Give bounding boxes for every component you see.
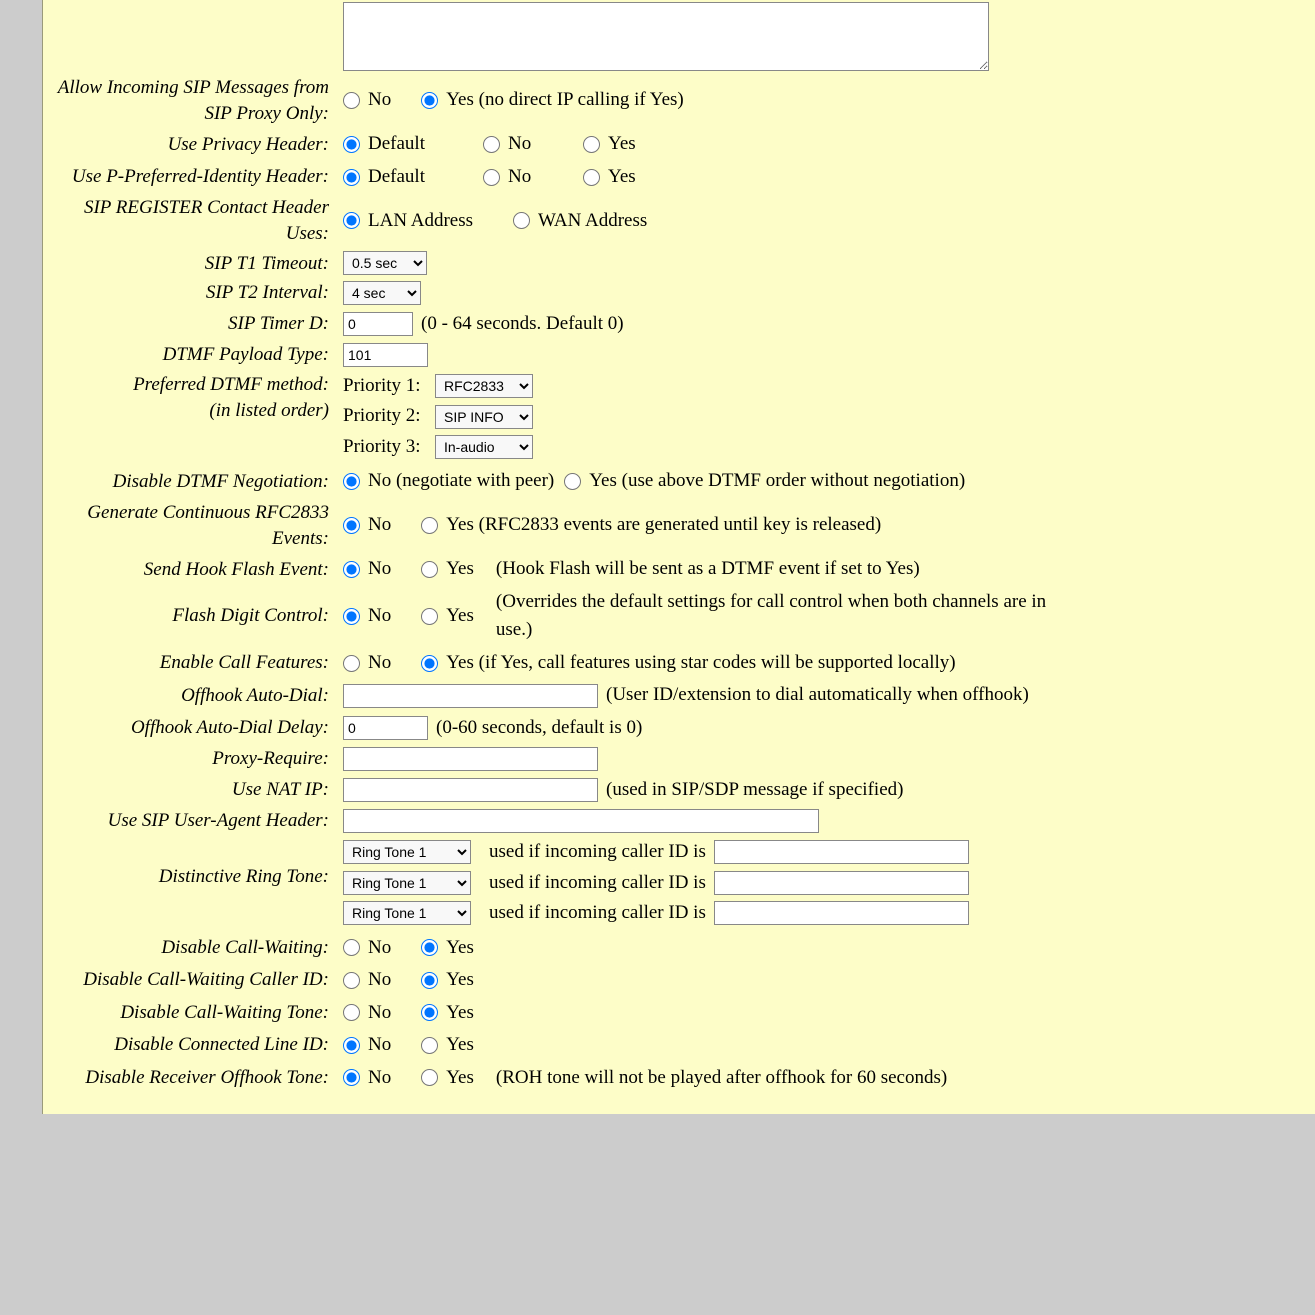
cwcid-no[interactable] xyxy=(343,972,360,989)
label-disable-conn-line: Disable Connected Line ID: xyxy=(53,1032,343,1058)
label-disable-dtmf-neg: Disable DTMF Negotiation: xyxy=(53,469,343,495)
ring-cid-1-input[interactable] xyxy=(714,840,969,864)
ring-hint-1: used if incoming caller ID is xyxy=(489,838,706,867)
cwcid-yes[interactable] xyxy=(421,972,438,989)
label-t2-interval: SIP T2 Interval: xyxy=(53,280,343,306)
dtmf-p2-label: Priority 2: xyxy=(343,402,435,431)
hint-send-hook: (Hook Flash will be sent as a DTMF event… xyxy=(496,555,920,584)
ring-hint-2: used if incoming caller ID is xyxy=(489,869,706,898)
dtmf-p3-select[interactable]: In-audio xyxy=(435,435,533,459)
top-textarea[interactable] xyxy=(343,2,989,71)
ring-tone-1-select[interactable]: Ring Tone 1 xyxy=(343,840,471,864)
hook-no[interactable] xyxy=(343,561,360,578)
dtmf-p1-select[interactable]: RFC2833 xyxy=(435,374,533,398)
ring-cid-2-input[interactable] xyxy=(714,871,969,895)
label-send-hook: Send Hook Flash Event: xyxy=(53,557,343,583)
t2-interval-select[interactable]: 4 sec xyxy=(343,281,421,305)
hint-timer-d: (0 - 64 seconds. Default 0) xyxy=(421,310,624,339)
privacy-default[interactable] xyxy=(343,136,360,153)
dtmf-payload-input[interactable] xyxy=(343,343,428,367)
connline-yes[interactable] xyxy=(421,1037,438,1054)
ppref-default[interactable] xyxy=(343,169,360,186)
ppref-yes[interactable] xyxy=(583,169,600,186)
rfc2833-yes[interactable] xyxy=(421,517,438,534)
flash-yes[interactable] xyxy=(421,608,438,625)
roh-no[interactable] xyxy=(343,1069,360,1086)
cwtone-yes[interactable] xyxy=(421,1004,438,1021)
label-sip-user-agent: Use SIP User-Agent Header: xyxy=(53,808,343,834)
timer-d-input[interactable] xyxy=(343,312,413,336)
allow-incoming-no[interactable] xyxy=(343,92,360,109)
offhook-autodial-input[interactable] xyxy=(343,684,598,708)
dtmfneg-no[interactable] xyxy=(343,473,360,490)
label-p-preferred: Use P-Preferred-Identity Header: xyxy=(53,164,343,190)
ring-hint-3: used if incoming caller ID is xyxy=(489,899,706,928)
dtmf-p3-label: Priority 3: xyxy=(343,433,435,462)
dtmf-p1-label: Priority 1: xyxy=(343,372,435,401)
label-t1-timeout: SIP T1 Timeout: xyxy=(53,251,343,277)
ppref-no[interactable] xyxy=(483,169,500,186)
hint-flash-digit: (Overrides the default settings for call… xyxy=(496,588,1086,645)
label-distinctive-ring: Distinctive Ring Tone: xyxy=(53,838,343,890)
use-nat-ip-input[interactable] xyxy=(343,778,598,802)
label-use-nat-ip: Use NAT IP: xyxy=(53,777,343,803)
callfeat-no[interactable] xyxy=(343,655,360,672)
hint-offhook-delay: (0-60 seconds, default is 0) xyxy=(436,714,642,743)
callfeat-yes[interactable] xyxy=(421,655,438,672)
label-disable-roh: Disable Receiver Offhook Tone: xyxy=(53,1065,343,1091)
cw-yes[interactable] xyxy=(421,939,438,956)
connline-no[interactable] xyxy=(343,1037,360,1054)
flash-no[interactable] xyxy=(343,608,360,625)
sip-user-agent-input[interactable] xyxy=(343,809,819,833)
label-proxy-require: Proxy-Require: xyxy=(53,746,343,772)
regcontact-wan[interactable] xyxy=(513,212,530,229)
label-dtmf-payload: DTMF Payload Type: xyxy=(53,342,343,368)
cwtone-no[interactable] xyxy=(343,1004,360,1021)
hook-yes[interactable] xyxy=(421,561,438,578)
label-disable-cw-cid: Disable Call-Waiting Caller ID: xyxy=(53,967,343,993)
label-offhook-delay: Offhook Auto-Dial Delay: xyxy=(53,715,343,741)
hint-use-nat-ip: (used in SIP/SDP message if specified) xyxy=(606,776,903,805)
label-gen-rfc2833: Generate Continuous RFC2833 Events: xyxy=(53,500,343,551)
opt-yes-no-direct: Yes (no direct IP calling if Yes) xyxy=(446,86,684,115)
label-privacy-header: Use Privacy Header: xyxy=(53,132,343,158)
label-flash-digit: Flash Digit Control: xyxy=(53,603,343,629)
label-offhook-autodial: Offhook Auto-Dial: xyxy=(53,683,343,709)
cw-no[interactable] xyxy=(343,939,360,956)
label-allow-incoming: Allow Incoming SIP Messages from SIP Pro… xyxy=(53,75,343,126)
hint-roh: (ROH tone will not be played after offho… xyxy=(496,1064,947,1093)
label-disable-cw: Disable Call-Waiting: xyxy=(53,935,343,961)
ring-tone-3-select[interactable]: Ring Tone 1 xyxy=(343,901,471,925)
hint-offhook-autodial: (User ID/extension to dial automatically… xyxy=(606,681,1029,710)
privacy-no[interactable] xyxy=(483,136,500,153)
offhook-delay-input[interactable] xyxy=(343,716,428,740)
dtmfneg-yes[interactable] xyxy=(564,473,581,490)
ring-tone-2-select[interactable]: Ring Tone 1 xyxy=(343,871,471,895)
t1-timeout-select[interactable]: 0.5 sec xyxy=(343,251,427,275)
opt-no: No xyxy=(368,86,391,115)
label-enable-call-feat: Enable Call Features: xyxy=(53,650,343,676)
label-register-contact: SIP REGISTER Contact Header Uses: xyxy=(53,195,343,246)
rfc2833-no[interactable] xyxy=(343,517,360,534)
dtmf-p2-select[interactable]: SIP INFO xyxy=(435,405,533,429)
roh-yes[interactable] xyxy=(421,1069,438,1086)
label-timer-d: SIP Timer D: xyxy=(53,311,343,337)
regcontact-lan[interactable] xyxy=(343,212,360,229)
proxy-require-input[interactable] xyxy=(343,747,598,771)
label-preferred-dtmf: Preferred DTMF method: (in listed order) xyxy=(53,372,343,423)
ring-cid-3-input[interactable] xyxy=(714,901,969,925)
allow-incoming-yes[interactable] xyxy=(421,92,438,109)
privacy-yes[interactable] xyxy=(583,136,600,153)
label-disable-cw-tone: Disable Call-Waiting Tone: xyxy=(53,1000,343,1026)
